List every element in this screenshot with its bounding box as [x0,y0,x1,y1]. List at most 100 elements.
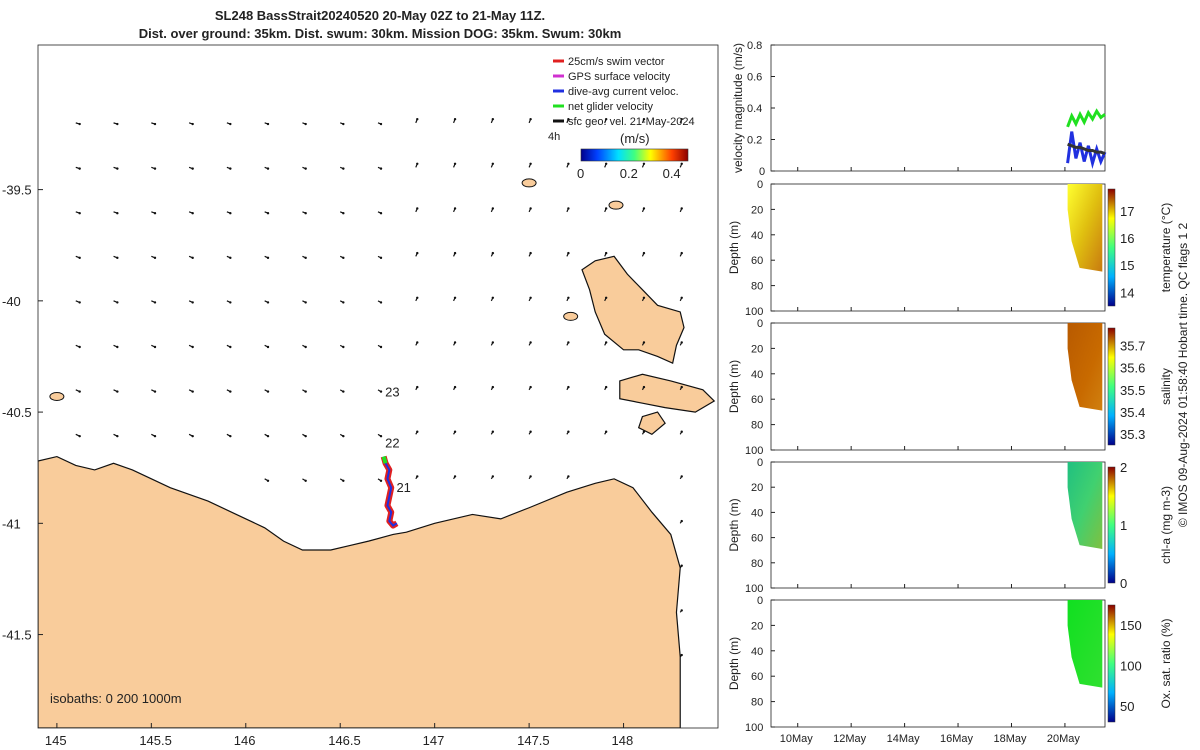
surface-velocity-arrowhead [191,256,194,260]
surface-velocity-arrowhead [567,341,570,344]
surface-velocity-arrowhead [491,341,495,344]
surface-velocity-arrowhead [116,434,119,438]
surface-velocity-arrowhead [491,385,495,389]
velocity-y-tick-label: 0.2 [747,135,762,147]
velocity-y-tick-label: 0 [759,166,765,178]
colorbar-label: chl-a (mg m-3) [1159,486,1173,564]
surface-velocity-arrowhead [153,122,157,126]
surface-velocity-arrowhead [642,207,646,210]
surface-velocity-arrowhead [116,301,119,304]
surface-velocity-arrowhead [229,212,232,215]
surface-velocity-arrowhead [453,251,457,255]
surface-velocity-arrowhead [680,609,683,612]
profile-y-axis-label: Depth (m) [727,221,741,274]
surface-velocity-arrowhead [416,162,419,166]
velocity-y-axis-label: velocity magnitude (m/s) [731,43,745,173]
surface-velocity-arrowhead [304,434,307,438]
surface-velocity-arrowhead [379,212,383,215]
profile-y-tick-label: 0 [757,179,763,191]
surface-velocity-arrowhead [153,345,157,349]
map-x-tick-label: 145.5 [139,733,172,748]
map-y-tick-label: -41.5 [2,628,32,643]
colorbar-label: Ox. sat. ratio (%) [1159,618,1173,708]
surface-velocity-arrowhead [304,167,307,170]
surface-velocity-arrowhead [78,301,81,304]
surface-velocity-arrowhead [604,341,608,344]
surface-velocity-arrowhead [379,434,383,438]
map-x-tick-label: 146 [234,733,256,748]
surface-velocity-arrowhead [680,564,683,567]
small-island [49,392,65,402]
profile-y-tick-label: 40 [751,646,763,658]
cape-barren-island [619,373,716,413]
surface-velocity-arrowhead [416,117,419,121]
colorbar-tick-label: 35.6 [1120,361,1145,376]
colorbar-tick-label: 15 [1120,258,1134,273]
surface-velocity-arrowhead [604,207,608,210]
legend-entry: dive-avg current veloc. [568,86,679,98]
chart-title-line2: Dist. over ground: 35km. Dist. swum: 30k… [138,26,622,41]
surface-velocity-arrowhead [416,430,419,433]
colorbar-label: temperature (°C) [1159,203,1173,293]
surface-velocity-arrowhead [229,345,232,349]
map-y-tick-label: -41 [2,516,21,531]
surface-velocity-arrowhead [567,162,570,166]
map-y-tick-label: -40 [2,294,21,309]
small-island [521,178,537,188]
glider-track-current [382,456,398,527]
map-x-tick-label: 146.5 [328,733,361,748]
legend-entry: sfc geo. vel. 21-May-2024 [568,116,695,128]
profile-y-tick-label: 60 [751,671,763,683]
clarke-island [637,411,666,436]
isobaths-label: isobaths: 0 200 1000m [50,691,182,706]
surface-velocity-arrowhead [604,296,608,299]
chart-title-line1: SL248 BassStrait20240520 20-May 02Z to 2… [214,8,546,23]
surface-velocity-arrowhead [266,390,270,393]
footer-credit: © IMOS 09-Aug-2024 01:58:40 Hobart time.… [1176,223,1190,528]
surface-velocity-arrowhead [266,167,270,170]
time-tick-label: 10May [780,733,814,745]
surface-velocity-arrowhead [567,475,570,478]
profile-y-tick-label: 60 [751,255,763,267]
surface-velocity-arrowhead [229,390,232,393]
surface-velocity-arrowhead [529,117,532,121]
surface-velocity-arrowhead [529,251,532,255]
surface-velocity-arrowhead [153,390,157,393]
surface-velocity-arrowhead [78,256,81,260]
surface-velocity-arrowhead [379,122,383,126]
surface-velocity-arrowhead [642,117,646,121]
map-x-tick-label: 145 [45,733,67,748]
surface-velocity-arrowhead [304,301,307,304]
profile-colorbar [1107,604,1116,723]
surface-velocity-arrowhead [567,251,570,255]
colorbar-tick-label: 0.4 [663,166,681,181]
surface-velocity-arrowhead [153,256,157,260]
small-island [563,311,579,321]
colorbar-tick-label: 35.5 [1120,383,1145,398]
profile-y-tick-label: 40 [751,369,763,381]
surface-velocity-arrowhead [453,385,457,389]
surface-velocity-arrowhead [680,251,683,255]
surface-velocity-arrowhead [153,167,157,170]
surface-velocity-arrowhead [78,434,81,438]
map-x-tick-label: 147 [423,733,445,748]
time-tick-label: 20May [1047,733,1081,745]
surface-velocity-arrowhead [153,212,157,215]
small-island [608,200,624,210]
velocity-y-tick-label: 0.6 [747,72,762,84]
profile-panel-frame [770,322,1106,451]
time-tick-label: 12May [833,733,867,745]
surface-velocity-arrowhead [191,212,194,215]
surface-velocity-arrowhead [342,167,345,170]
surface-velocity-arrowhead [379,479,383,482]
profile-y-tick-label: 100 [745,583,763,595]
surface-velocity-arrowhead [116,256,119,260]
surface-velocity-arrowhead [342,122,345,126]
legend-entry: 25cm/s swim vector [568,56,665,68]
surface-velocity-arrowhead [229,122,232,126]
colorbar-tick-label: 35.4 [1120,405,1145,420]
surface-velocity-arrowhead [266,122,270,126]
profile-y-tick-label: 0 [757,595,763,607]
surface-velocity-arrowhead [453,341,457,344]
